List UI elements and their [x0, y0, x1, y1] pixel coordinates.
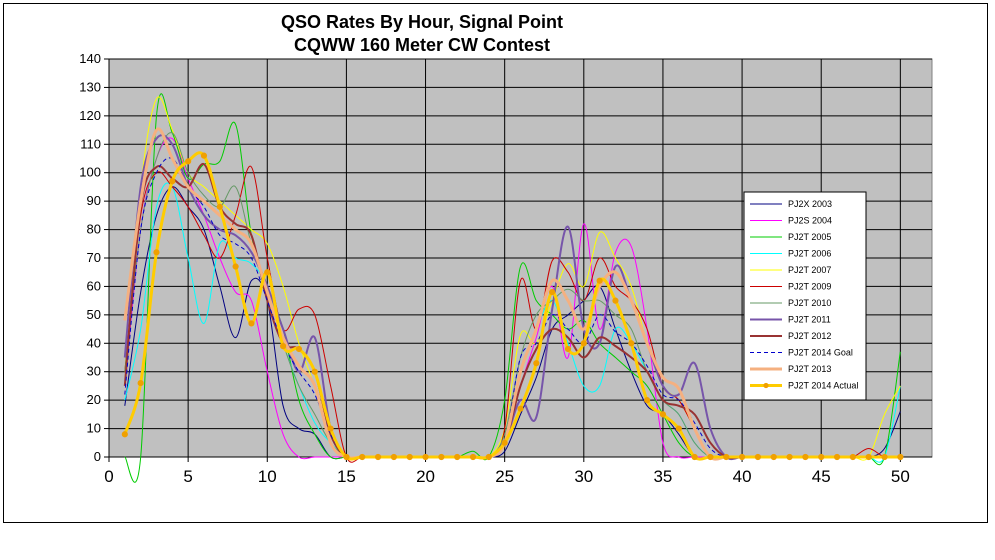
data-point: [691, 453, 698, 461]
y-tick-label: 100: [79, 165, 101, 180]
x-tick-label: 15: [337, 467, 356, 486]
legend-box: [743, 191, 867, 401]
data-point: [359, 453, 366, 461]
x-tick-label: 45: [812, 467, 831, 486]
data-point: [137, 379, 144, 387]
legend-label: PJ2X 2003: [788, 199, 832, 209]
data-point: [802, 453, 809, 461]
data-point: [644, 397, 651, 404]
data-point: [659, 411, 667, 418]
x-tick-label: 5: [183, 467, 192, 486]
data-point: [707, 453, 714, 461]
legend-label: PJ2T 2009: [788, 282, 831, 292]
y-tick-label: 110: [80, 136, 101, 151]
data-point: [628, 340, 635, 347]
data-point: [153, 249, 160, 256]
y-tick-label: 70: [87, 250, 101, 265]
y-tick-label: 50: [87, 307, 101, 322]
data-point: [754, 453, 762, 461]
y-tick-label: 140: [79, 51, 101, 66]
data-point: [580, 340, 587, 347]
data-point: [311, 368, 318, 375]
axis-layer: 0 10 20 30 40 50 60 70 80 90 100 110 120 130 140 0 5 10 15…: [79, 51, 932, 486]
data-point: [232, 263, 239, 270]
data-point: [200, 152, 208, 159]
x-tick-label: 0: [104, 467, 113, 486]
data-point: [770, 453, 777, 461]
y-tick-label: 120: [79, 108, 101, 123]
y-tick-label: 40: [87, 335, 101, 350]
y-tick-label: 30: [87, 364, 101, 379]
data-point: [248, 320, 255, 327]
data-point: [881, 453, 888, 461]
y-tick-label: 130: [79, 79, 101, 94]
data-point: [121, 431, 128, 438]
data-point: [185, 158, 192, 165]
data-point: [897, 453, 904, 461]
data-point: [786, 453, 793, 461]
data-point: [279, 343, 287, 350]
data-point: [675, 425, 682, 432]
data-point: [454, 453, 461, 461]
data-point: [169, 178, 176, 185]
series-pj2t-2014-actual: [121, 151, 904, 461]
data-point: [849, 453, 856, 461]
legend-label: PJ2T 2012: [788, 331, 831, 341]
data-point: [517, 405, 524, 412]
chart-title: QSO Rates By Hour, Signal Point: [281, 12, 563, 32]
data-point: [833, 453, 841, 461]
y-tick-label: 60: [87, 278, 101, 293]
y-tick-label: 20: [87, 392, 101, 407]
legend-label: PJ2T 2014 Goal: [788, 348, 853, 358]
legend-label: PJ2T 2010: [788, 298, 831, 308]
x-tick-label: 40: [733, 467, 752, 486]
data-point: [501, 439, 508, 446]
data-point: [343, 453, 350, 461]
data-point: [422, 453, 429, 461]
x-tick-label: 35: [653, 467, 672, 486]
legend: PJ2X 2003 PJ2S 2004 PJ2T 2005 PJ2T 2006 PJ2T…: [743, 191, 867, 401]
x-tick-label: 30: [574, 467, 593, 486]
data-point: [406, 453, 413, 461]
data-point: [564, 345, 572, 353]
data-point: [216, 203, 223, 210]
x-tick-label: 50: [891, 467, 910, 486]
data-point: [596, 277, 603, 284]
data-point: [485, 453, 492, 461]
data-point: [264, 269, 271, 276]
legend-label: PJ2T 2011: [788, 315, 831, 325]
chart-frame: QSO Rates By Hour, Signal Point CQWW 160…: [3, 3, 988, 523]
legend-label: PJ2T 2006: [788, 249, 831, 259]
data-point: [438, 453, 445, 461]
y-tick-label: 90: [87, 193, 101, 208]
data-point: [533, 360, 540, 367]
y-tick-label: 0: [94, 449, 101, 464]
x-tick-label: 10: [258, 467, 277, 486]
data-point: [549, 289, 556, 296]
legend-marker: [763, 382, 769, 389]
y-tick-label: 10: [87, 421, 101, 436]
legend-label: PJ2T 2013: [788, 364, 831, 374]
y-tick-label: 80: [87, 222, 101, 237]
data-point: [295, 345, 303, 353]
legend-label: PJ2T 2007: [788, 265, 831, 275]
data-point: [865, 453, 872, 461]
data-point: [327, 425, 334, 432]
x-tick-label: 20: [416, 467, 435, 486]
chart-subtitle: CQWW 160 Meter CW Contest: [294, 35, 550, 55]
data-point: [612, 297, 619, 304]
data-point: [818, 453, 825, 461]
data-point: [390, 453, 397, 461]
data-point: [374, 453, 382, 461]
legend-label: PJ2T 2014 Actual: [788, 381, 858, 391]
chart-svg: QSO Rates By Hour, Signal Point CQWW 160…: [79, 12, 933, 486]
legend-label: PJ2S 2004: [788, 216, 832, 226]
data-point: [738, 453, 746, 461]
series-layer: [121, 93, 904, 483]
x-tick-label: 25: [495, 467, 514, 486]
data-point: [723, 453, 730, 461]
legend-label: PJ2T 2005: [788, 232, 831, 242]
data-point: [469, 453, 477, 461]
